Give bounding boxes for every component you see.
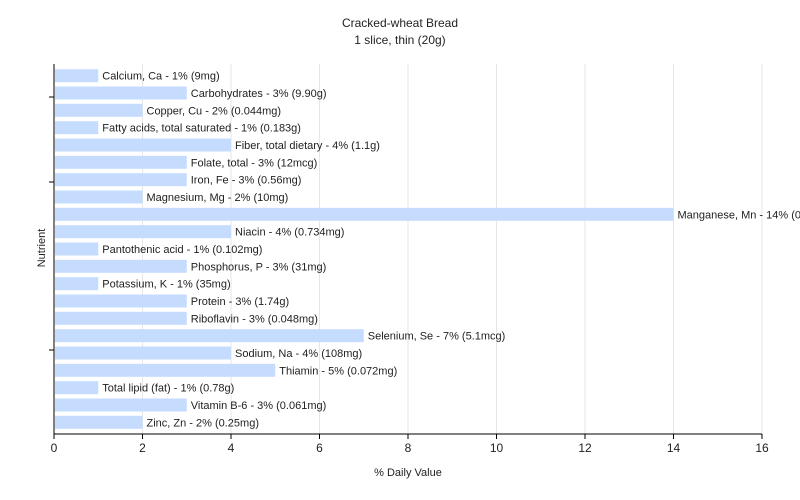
bar-4 xyxy=(55,138,231,152)
bar-9 xyxy=(55,225,231,239)
x-tick-label-12: 12 xyxy=(578,441,592,455)
y-axis-label: Nutrient xyxy=(36,229,48,268)
bar-label-19: Vitamin B-6 - 3% (0.061mg) xyxy=(191,400,327,412)
bar-label-17: Thiamin - 5% (0.072mg) xyxy=(279,365,397,377)
bar-label-10: Pantothenic acid - 1% (0.102mg) xyxy=(102,244,262,256)
x-tick-label-2: 2 xyxy=(139,441,146,455)
bar-label-16: Sodium, Na - 4% (108mg) xyxy=(235,348,362,360)
bar-label-2: Copper, Cu - 2% (0.044mg) xyxy=(147,105,282,117)
chart-title: Cracked-wheat Bread xyxy=(342,16,458,30)
bar-1 xyxy=(55,86,187,100)
bar-19 xyxy=(55,398,187,412)
bar-8 xyxy=(55,207,674,221)
axes: 0 2 4 6 8 10 12 14 16 xyxy=(49,64,769,455)
bar-label-4: Fiber, total dietary - 4% (1.1g) xyxy=(235,140,380,152)
bar-label-13: Protein - 3% (1.74g) xyxy=(191,296,289,308)
x-tick-label-16: 16 xyxy=(755,441,769,455)
bar-20 xyxy=(55,415,143,429)
bar-label-0: Calcium, Ca - 1% (9mg) xyxy=(102,71,219,83)
x-axis-label: % Daily Value xyxy=(374,467,442,479)
x-tick-label-14: 14 xyxy=(667,441,681,455)
bar-label-7: Magnesium, Mg - 2% (10mg) xyxy=(147,192,289,204)
bar-11 xyxy=(55,259,187,273)
bars: Calcium, Ca - 1% (9mg) Carbohydrates - 3%… xyxy=(55,69,800,429)
bar-2 xyxy=(55,103,143,117)
bar-label-11: Phosphorus, P - 3% (31mg) xyxy=(191,261,327,273)
bar-label-14: Riboflavin - 3% (0.048mg) xyxy=(191,313,318,325)
bar-label-1: Carbohydrates - 3% (9.90g) xyxy=(191,88,327,100)
bar-0 xyxy=(55,69,99,83)
bar-12 xyxy=(55,277,99,291)
bar-17 xyxy=(55,363,276,377)
bar-label-12: Potassium, K - 1% (35mg) xyxy=(102,279,230,291)
bar-label-5: Folate, total - 3% (12mcg) xyxy=(191,157,318,169)
bar-5 xyxy=(55,155,187,169)
bar-label-18: Total lipid (fat) - 1% (0.78g) xyxy=(102,383,234,395)
bar-14 xyxy=(55,311,187,325)
bar-15 xyxy=(55,329,364,343)
bar-6 xyxy=(55,173,187,187)
x-tick-label-8: 8 xyxy=(405,441,412,455)
bar-label-9: Niacin - 4% (0.734mg) xyxy=(235,227,344,239)
bar-label-6: Iron, Fe - 3% (0.56mg) xyxy=(191,175,302,187)
bar-label-20: Zinc, Zn - 2% (0.25mg) xyxy=(147,417,259,429)
bar-7 xyxy=(55,190,143,204)
grid-lines xyxy=(142,64,763,434)
bar-label-15: Selenium, Se - 7% (5.1mcg) xyxy=(368,331,506,343)
bar-13 xyxy=(55,294,187,308)
bar-3 xyxy=(55,121,99,135)
x-tick-label-4: 4 xyxy=(228,441,235,455)
x-tick-label-10: 10 xyxy=(490,441,504,455)
bar-label-3: Fatty acids, total saturated - 1% (0.183… xyxy=(102,123,301,135)
chart-subtitle: 1 slice, thin (20g) xyxy=(354,33,445,47)
bar-10 xyxy=(55,242,99,256)
bar-16 xyxy=(55,346,231,360)
x-tick-label-0: 0 xyxy=(51,441,58,455)
bar-label-8: Manganese, Mn - 14% (0.274mg) xyxy=(678,209,800,221)
x-tick-label-6: 6 xyxy=(316,441,323,455)
bar-18 xyxy=(55,381,99,395)
